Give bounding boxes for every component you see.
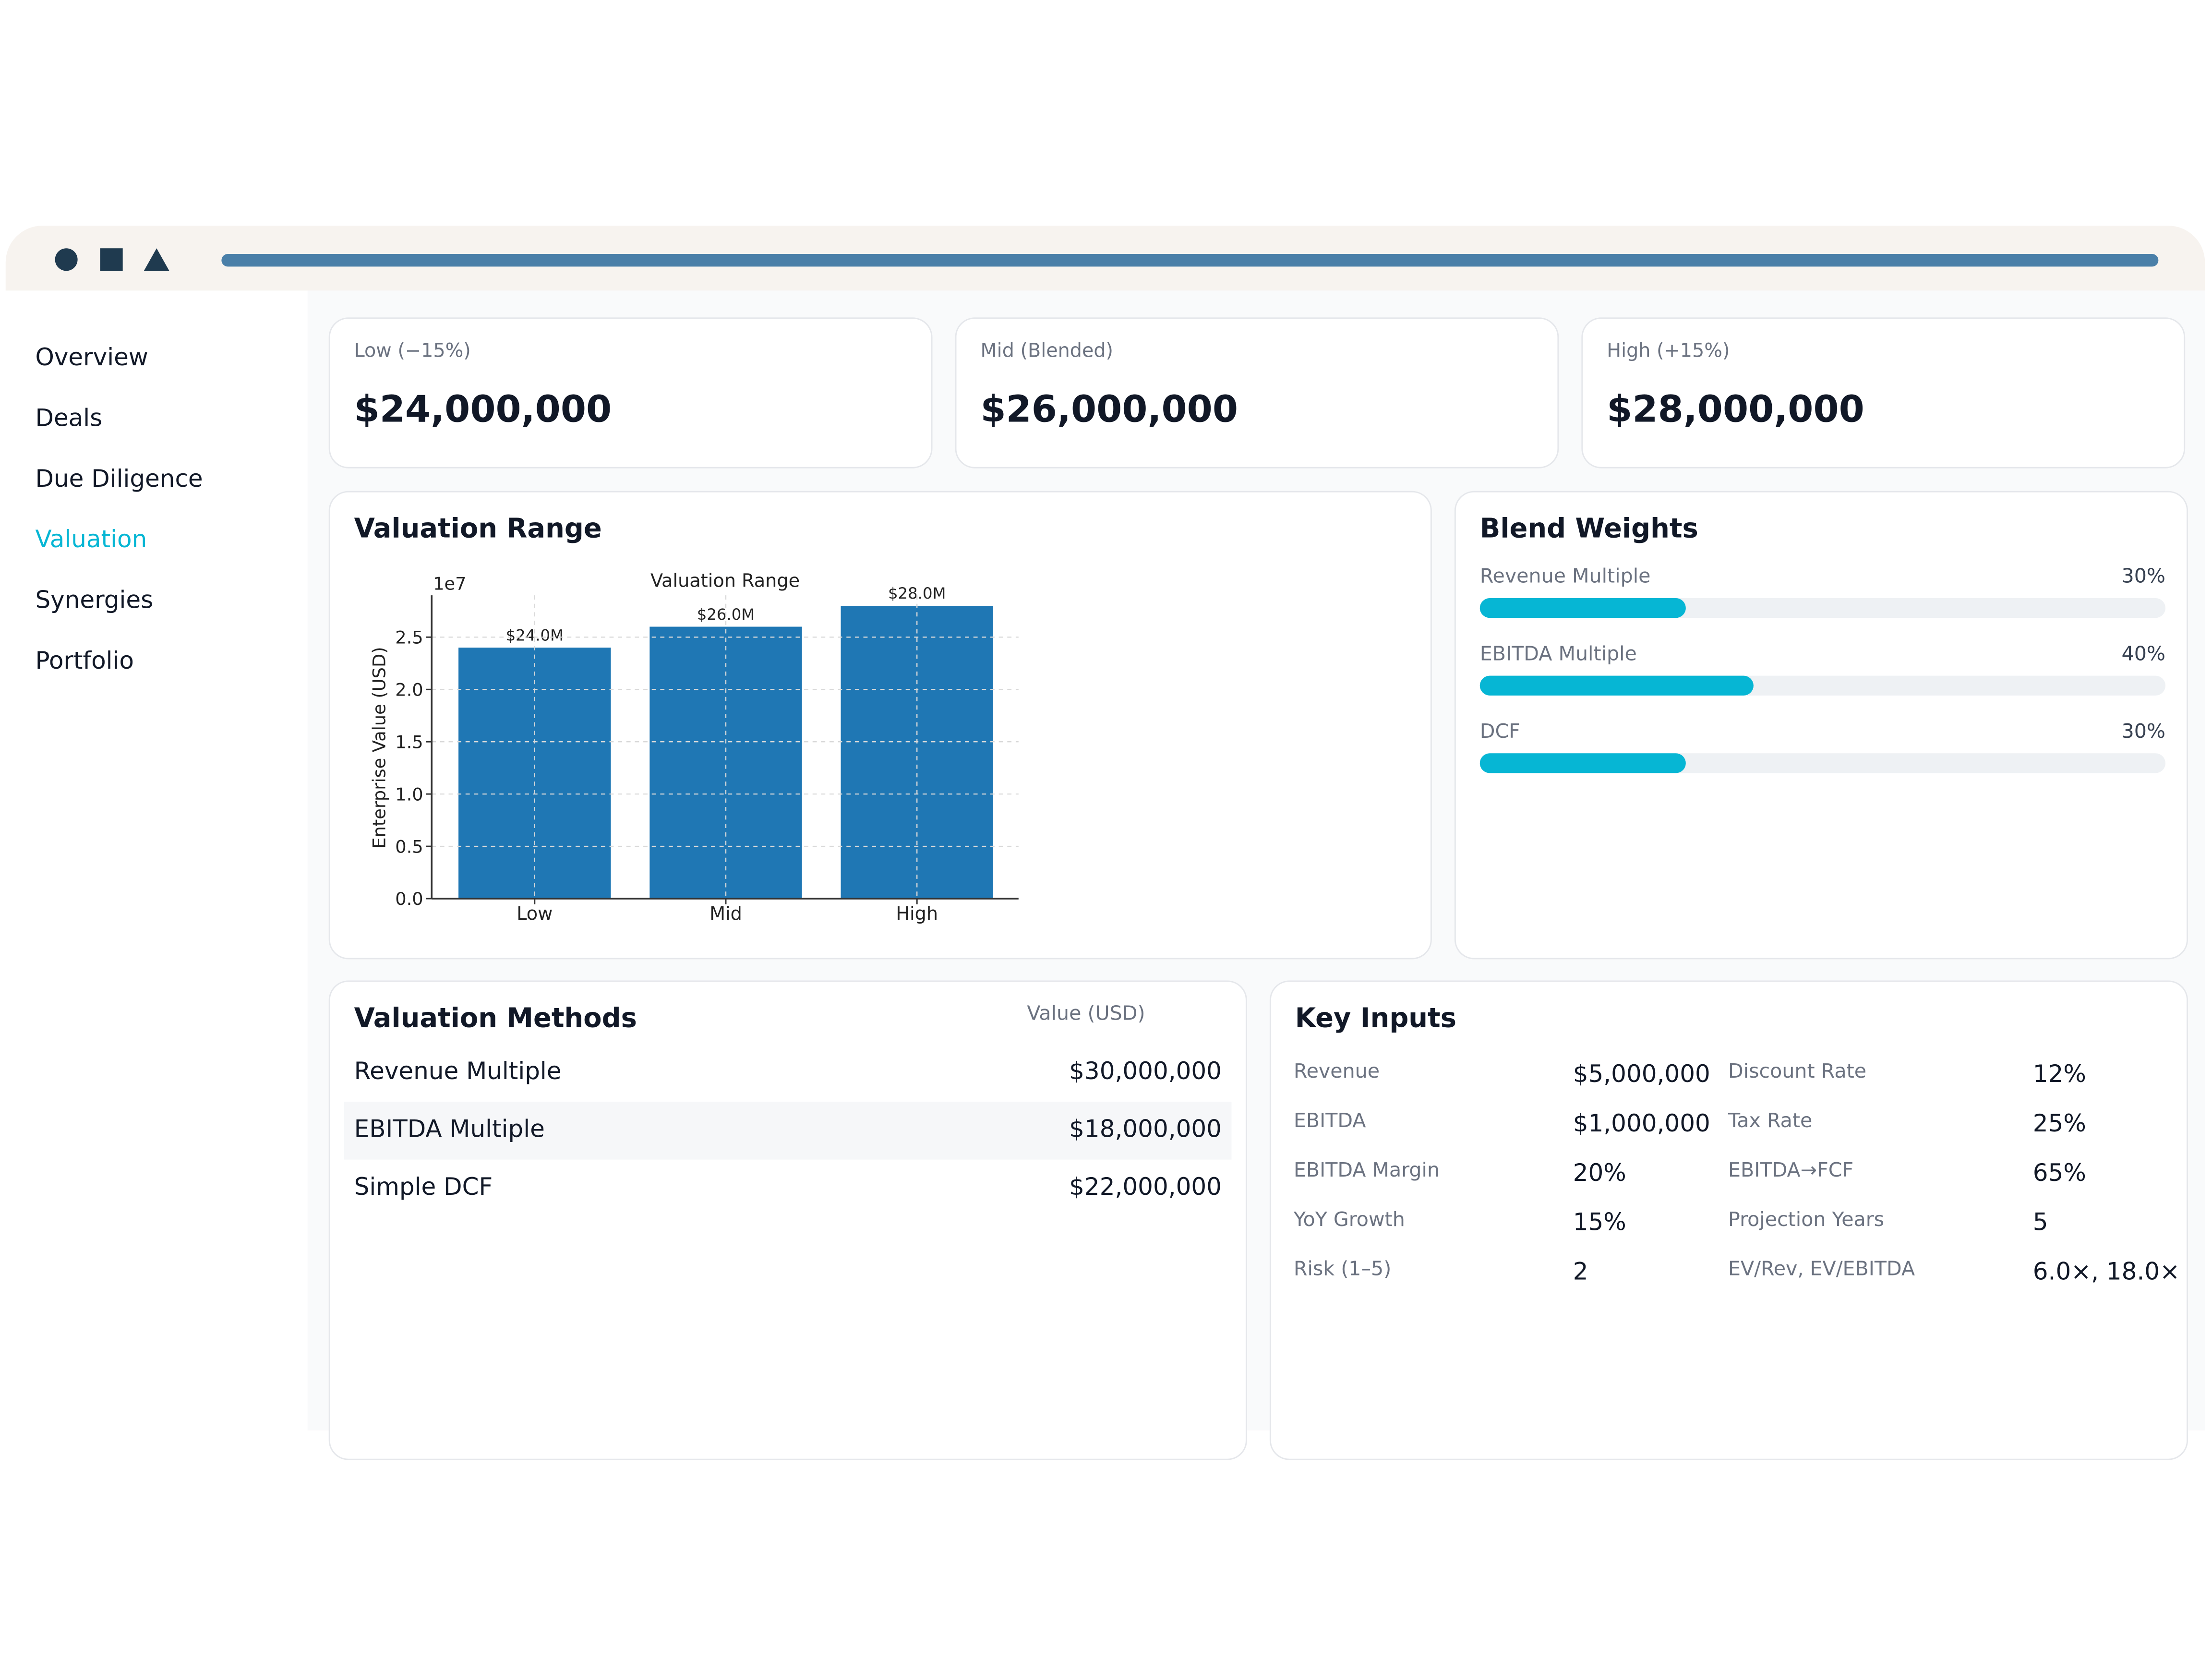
valuation-methods-card: Valuation Methods Value (USD) Revenue Mu…	[328, 980, 1247, 1460]
kpi-high-value: $28,000,000	[1607, 389, 1864, 432]
kpi-card-low: Low (−15%) $24,000,000	[328, 317, 933, 469]
sidebar-item-due-diligence[interactable]: Due Diligence	[35, 465, 203, 494]
circle-control-icon[interactable]	[55, 248, 78, 271]
valuation-range-chart: Valuation Range 1e7 Enterprise Value (US…	[369, 571, 1019, 925]
method-value: $18,000,000	[1069, 1116, 1222, 1144]
sidebar-item-deals[interactable]: Deals	[35, 405, 103, 433]
sidebar-item-portfolio[interactable]: Portfolio	[35, 647, 134, 676]
sidebar-item-synergies[interactable]: Synergies	[35, 587, 154, 615]
blend-weight-fill	[1479, 598, 1686, 618]
address-bar[interactable]	[221, 253, 2159, 267]
chart-y-ticks: 0.0 0.5 1.0 1.5 2.0 2.5	[395, 627, 432, 909]
input-label-revenue: Revenue	[1293, 1060, 1380, 1083]
input-label-projection-years: Projection Years	[1728, 1209, 1885, 1232]
sidebar: Overview Deals Due Diligence Valuation S…	[5, 290, 308, 1431]
chart-y-tick-label: 0.0	[395, 889, 423, 909]
table-row: EBITDA Multiple $18,000,000	[344, 1102, 1232, 1160]
kpi-card-mid: Mid (Blended) $26,000,000	[955, 317, 1559, 469]
chart-data-label: $28.0M	[888, 584, 946, 602]
method-name: Revenue Multiple	[354, 1058, 562, 1086]
main-content: Low (−15%) $24,000,000 Mid (Blended) $26…	[307, 290, 2205, 1460]
valuation-range-card: Valuation Range Valuation Range 1e7 Ente…	[328, 491, 1432, 960]
input-label-ebitda-fcf: EBITDA→FCF	[1728, 1159, 1854, 1182]
input-label-discount-rate: Discount Rate	[1728, 1060, 1867, 1083]
input-value-ev-multiples: 6.0×, 18.0×	[2032, 1258, 2180, 1287]
table-row: Revenue Multiple $30,000,000	[344, 1044, 1231, 1102]
chart-x-ticks: Low Mid High	[517, 899, 938, 925]
input-value-tax-rate: 25%	[2032, 1110, 2086, 1139]
window-titlebar	[5, 226, 2205, 291]
input-value-ebitda-fcf: 65%	[2032, 1159, 2086, 1188]
blend-weight-label: DCF	[1479, 721, 1520, 744]
kpi-mid-label: Mid (Blended)	[980, 340, 1114, 363]
method-name: EBITDA Multiple	[354, 1116, 545, 1144]
blend-weight-percent: 30%	[2121, 721, 2166, 744]
sidebar-item-valuation[interactable]: Valuation	[35, 526, 147, 554]
kpi-high-label: High (+15%)	[1607, 340, 1730, 363]
valuation-range-title: Valuation Range	[354, 513, 602, 545]
blend-weight-track	[1479, 753, 2166, 773]
blend-weights-title: Blend Weights	[1479, 513, 1698, 545]
kpi-mid-value: $26,000,000	[980, 389, 1238, 432]
chart-y-tick-label: 2.5	[395, 627, 423, 648]
key-inputs-card: Key Inputs Revenue $5,000,000 Discount R…	[1269, 980, 2188, 1460]
chart-x-tick-label: High	[896, 903, 938, 925]
blend-weight-track	[1479, 675, 2166, 696]
chart-title: Valuation Range	[650, 571, 800, 592]
input-label-yoy-growth: YoY Growth	[1293, 1209, 1405, 1232]
chart-y-tick-label: 1.0	[395, 784, 423, 805]
blend-weight-label: EBITDA Multiple	[1479, 643, 1637, 666]
chart-offset-label: 1e7	[433, 573, 466, 594]
value-column-header: Value (USD)	[1027, 1003, 1145, 1026]
chart-y-tick-label: 2.0	[395, 679, 423, 700]
input-value-discount-rate: 12%	[2032, 1060, 2086, 1089]
blend-weight-percent: 40%	[2121, 643, 2166, 666]
blend-weight-fill	[1479, 753, 1686, 773]
input-value-yoy-growth: 15%	[1573, 1209, 1626, 1238]
chart-x-tick-label: Mid	[709, 903, 742, 925]
chart-y-tick-label: 0.5	[395, 836, 423, 857]
blend-weight-track	[1479, 598, 2166, 618]
method-name: Simple DCF	[354, 1174, 493, 1202]
triangle-control-icon[interactable]	[144, 248, 169, 271]
key-inputs-title: Key Inputs	[1295, 1003, 1456, 1034]
input-value-risk: 2	[1573, 1258, 1588, 1287]
kpi-low-value: $24,000,000	[354, 389, 612, 432]
method-value: $22,000,000	[1069, 1174, 1222, 1202]
input-value-projection-years: 5	[2032, 1209, 2048, 1238]
chart-y-tick-label: 1.5	[395, 732, 423, 752]
sidebar-item-overview[interactable]: Overview	[35, 344, 148, 373]
blend-weights-card: Blend Weights Revenue Multiple 30% EBITD…	[1454, 491, 2188, 960]
chart-y-axis-label: Enterprise Value (USD)	[369, 647, 389, 848]
input-label-ebitda: EBITDA	[1293, 1110, 1366, 1133]
kpi-card-high: High (+15%) $28,000,000	[1581, 317, 2186, 469]
valuation-methods-title: Valuation Methods	[354, 1003, 637, 1034]
input-value-ebitda-margin: 20%	[1573, 1159, 1626, 1188]
input-value-revenue: $5,000,000	[1573, 1060, 1710, 1089]
input-value-ebitda: $1,000,000	[1573, 1110, 1710, 1139]
square-control-icon[interactable]	[100, 248, 123, 271]
input-label-ev-multiples: EV/Rev, EV/EBITDA	[1728, 1258, 1915, 1281]
kpi-low-label: Low (−15%)	[354, 340, 471, 363]
blend-weight-label: Revenue Multiple	[1479, 565, 1651, 589]
blend-weight-percent: 30%	[2121, 565, 2166, 589]
method-value: $30,000,000	[1069, 1058, 1222, 1086]
input-label-ebitda-margin: EBITDA Margin	[1293, 1159, 1440, 1182]
input-label-tax-rate: Tax Rate	[1728, 1110, 1813, 1133]
blend-weight-fill	[1479, 675, 1755, 696]
input-label-risk: Risk (1–5)	[1293, 1258, 1392, 1281]
table-row: Simple DCF $22,000,000	[344, 1160, 1231, 1217]
chart-x-tick-label: Low	[517, 903, 553, 925]
